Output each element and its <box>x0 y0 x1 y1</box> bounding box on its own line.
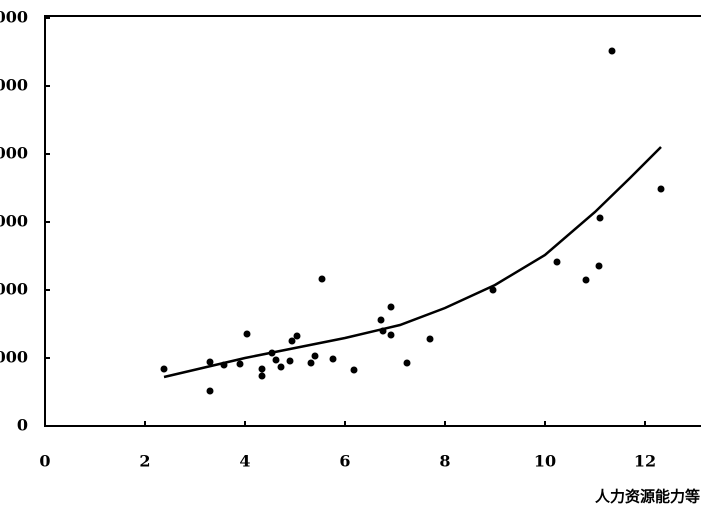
point <box>311 352 319 360</box>
point <box>220 361 228 369</box>
y-tick-label: 5000 <box>0 76 28 95</box>
point <box>553 258 561 266</box>
point <box>258 365 266 373</box>
plot-frame <box>44 15 701 427</box>
point <box>288 337 296 345</box>
point <box>595 262 603 270</box>
point <box>350 366 358 374</box>
point <box>403 359 411 367</box>
point <box>387 303 395 311</box>
point <box>236 360 244 368</box>
point <box>377 316 385 324</box>
x-tick-label: 12 <box>634 452 656 471</box>
y-tick-label: 0 <box>17 416 28 435</box>
point <box>379 327 387 335</box>
x-tick-label: 2 <box>139 452 150 471</box>
point <box>286 357 294 365</box>
point <box>596 214 604 222</box>
point <box>160 365 168 373</box>
point <box>258 372 266 380</box>
point <box>387 331 395 339</box>
point <box>206 358 214 366</box>
point <box>293 332 301 340</box>
point <box>307 359 315 367</box>
point <box>426 335 434 343</box>
x-tick-label: 0 <box>39 452 50 471</box>
y-tick-label: 6000 <box>0 8 28 27</box>
y-tick-label: 2000 <box>0 280 28 299</box>
x-tick-label: 6 <box>339 452 350 471</box>
x-tick-label: 10 <box>534 452 556 471</box>
point <box>243 330 251 338</box>
point <box>489 286 497 294</box>
point <box>277 363 285 371</box>
x-axis-label: 人力资源能力等 <box>595 488 700 506</box>
fit-curve <box>163 146 662 379</box>
y-tick-label: 4000 <box>0 144 28 163</box>
point <box>608 47 616 55</box>
point <box>318 275 326 283</box>
point <box>206 387 214 395</box>
x-tick-label: 4 <box>239 452 250 471</box>
point <box>657 185 665 193</box>
x-tick-label: 8 <box>439 452 450 471</box>
y-tick-label: 3000 <box>0 212 28 231</box>
point <box>329 355 337 363</box>
point <box>582 276 590 284</box>
y-tick-label: 1000 <box>0 348 28 367</box>
point <box>268 349 276 357</box>
point <box>272 356 280 364</box>
